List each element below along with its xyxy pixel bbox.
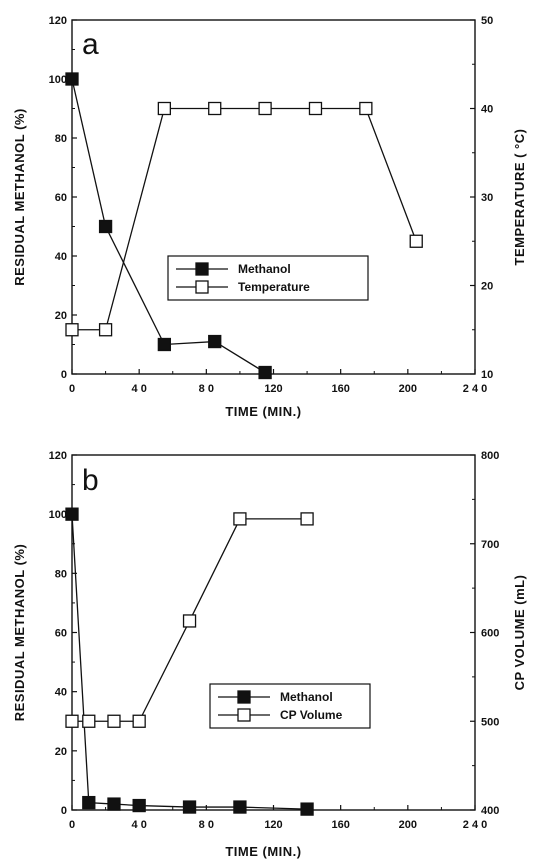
x-tick-label: 0 — [69, 383, 75, 395]
legend-marker — [237, 708, 251, 722]
x-tick-label: 4 0 — [132, 383, 147, 395]
x-tick-label: 4 0 — [132, 819, 147, 831]
legend-marker — [195, 262, 209, 276]
legend-label: Temperature — [238, 280, 310, 294]
x-tick-label: 160 — [331, 383, 349, 395]
y-axis-label: RESIDUAL METHANOL (%) — [12, 108, 27, 286]
data-point — [82, 795, 96, 810]
y-tick-label: 0 — [61, 369, 67, 381]
data-point — [182, 614, 197, 628]
y2-axis-label: CP VOLUME (mL) — [512, 575, 527, 691]
data-point — [65, 323, 79, 337]
data-point — [258, 365, 272, 380]
x-tick-label: 2 4 0 — [463, 383, 487, 395]
y2-tick-label: 400 — [481, 805, 499, 817]
legend-marker — [195, 280, 209, 294]
data-point — [233, 512, 247, 526]
y-tick-label: 80 — [55, 568, 67, 580]
y2-axis-label: TEMPERATURE ( °C) — [512, 129, 527, 266]
data-point — [409, 234, 423, 248]
plot-frame — [71, 19, 476, 375]
y-tick-label: 20 — [55, 746, 67, 758]
y-tick-label: 40 — [55, 687, 67, 699]
x-tick-label: 8 0 — [199, 819, 214, 831]
data-point — [107, 797, 121, 811]
data-point — [182, 800, 197, 814]
x-axis-label: TIME (MIN.) — [225, 844, 301, 859]
y-tick-label: 60 — [55, 628, 67, 640]
data-point — [157, 337, 172, 352]
data-point — [98, 323, 113, 337]
y2-tick-label: 30 — [481, 192, 493, 204]
panel-label: a — [82, 28, 99, 61]
data-point — [132, 714, 146, 728]
data-point — [65, 72, 79, 86]
data-point — [82, 714, 96, 728]
y-tick-label: 0 — [61, 805, 67, 817]
x-tick-label: 160 — [331, 819, 349, 831]
y2-tick-label: 700 — [481, 539, 499, 551]
data-point — [65, 507, 79, 521]
data-point — [258, 101, 272, 116]
x-tick-label: 2 4 0 — [463, 819, 487, 831]
data-point — [98, 219, 113, 234]
data-point — [107, 714, 121, 728]
x-tick-label: 120 — [264, 383, 282, 395]
panel-label: b — [82, 464, 99, 497]
legend: Methanol CP Volume — [209, 683, 371, 729]
series-line-methanol — [71, 514, 308, 810]
data-point — [208, 101, 222, 116]
y-tick-label: 100 — [49, 509, 67, 521]
x-axis-label: TIME (MIN.) — [225, 404, 301, 419]
x-tick-label: 200 — [399, 819, 417, 831]
y-tick-label: 100 — [49, 74, 67, 86]
y-tick-label: 80 — [55, 133, 67, 145]
x-tick-label: 200 — [399, 383, 417, 395]
legend-marker — [237, 690, 251, 704]
y-tick-label: 120 — [49, 15, 67, 27]
legend-label: Methanol — [280, 690, 333, 704]
data-point — [300, 802, 314, 816]
y-tick-label: 120 — [49, 450, 67, 462]
y2-tick-label: 600 — [481, 628, 499, 640]
data-point — [359, 101, 373, 116]
data-point — [65, 714, 79, 728]
y2-tick-label: 500 — [481, 716, 499, 728]
plot-frame — [71, 454, 476, 811]
y2-tick-label: 800 — [481, 450, 499, 462]
legend-box — [209, 683, 371, 729]
x-tick-label: 8 0 — [199, 383, 214, 395]
data-point — [132, 798, 146, 813]
data-point — [308, 101, 323, 116]
legend-label: Methanol — [238, 262, 291, 276]
series-line-temperature — [72, 107, 417, 331]
x-tick-label: 120 — [264, 819, 282, 831]
y2-tick-label: 40 — [481, 104, 493, 116]
data-point — [208, 334, 222, 349]
y-tick-label: 20 — [55, 310, 67, 322]
x-tick-label: 0 — [69, 819, 75, 831]
data-point — [300, 512, 314, 526]
data-point — [233, 800, 247, 814]
y-tick-label: 40 — [55, 251, 67, 263]
y2-tick-label: 50 — [481, 15, 493, 27]
legend: Methanol Temperature — [167, 255, 369, 301]
y2-tick-label: 10 — [481, 369, 493, 381]
y2-tick-label: 20 — [481, 281, 493, 293]
legend-label: CP Volume — [280, 708, 343, 722]
data-point — [157, 101, 172, 116]
y-tick-label: 60 — [55, 192, 67, 204]
y-axis-label: RESIDUAL METHANOL (%) — [12, 544, 27, 722]
